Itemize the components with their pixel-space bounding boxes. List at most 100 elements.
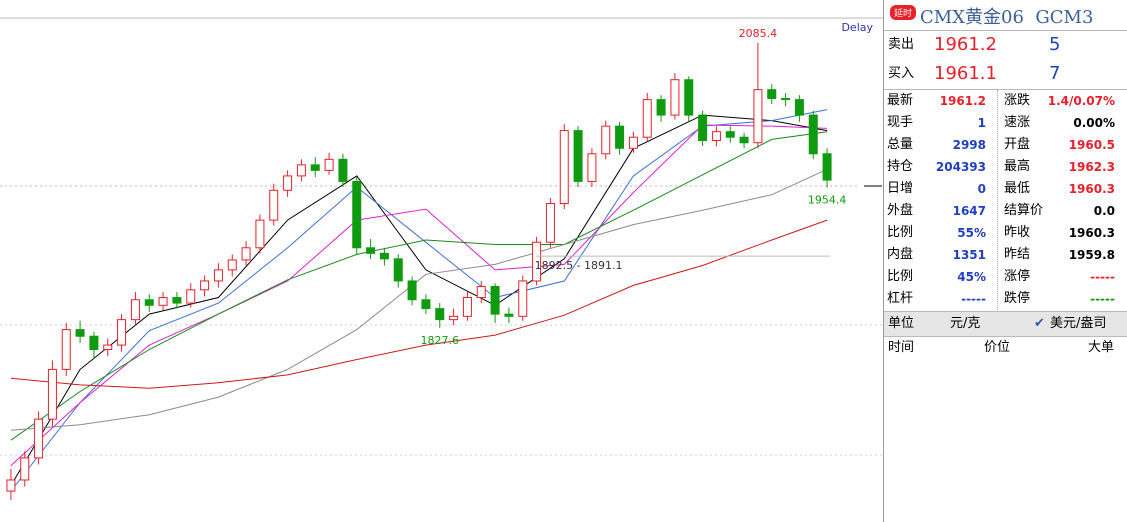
moving-average	[10, 131, 828, 441]
candle-body	[781, 98, 791, 101]
candle-body	[366, 247, 376, 254]
quote-price: 1961.2	[934, 34, 997, 55]
field-label: 结算价	[1004, 203, 1044, 218]
field-value: -----	[1090, 292, 1115, 306]
quote-panel: 延时 CMX黄金06 GCM3 卖出 1961.2 5 买入 1961.1 7 最新 1961…	[883, 0, 1127, 522]
field-value: 1	[977, 116, 986, 130]
candle-body	[670, 79, 680, 116]
field-label: 比例	[887, 225, 914, 240]
field-label: 昨结	[1004, 247, 1031, 262]
candle-body	[628, 136, 638, 149]
field-value: 0.0	[1093, 204, 1115, 218]
candle-body	[213, 269, 223, 282]
candle-body	[449, 315, 459, 321]
candle-body	[435, 308, 445, 321]
candle-body	[75, 329, 85, 337]
field-label: 昨收	[1004, 225, 1031, 240]
candle-body	[241, 247, 251, 261]
field-value: 0.00%	[1073, 116, 1115, 130]
delay-badge: 延时	[890, 5, 917, 20]
field-value: 1647	[952, 204, 986, 218]
unit-check: ✔	[1034, 316, 1045, 331]
field-value: 1.4/0.07%	[1047, 94, 1115, 108]
candle-body	[767, 89, 777, 100]
candle-body	[61, 329, 71, 370]
candle-body	[324, 158, 334, 171]
quote-volume: 5	[1049, 34, 1061, 55]
candle-body	[283, 175, 293, 191]
candle-body	[462, 297, 472, 317]
candle-body	[601, 125, 611, 155]
field-value: 0	[977, 182, 986, 196]
candle-body	[573, 130, 583, 182]
unit-label: 单位	[888, 316, 915, 331]
candle-body	[47, 368, 57, 420]
field-label: 外盘	[887, 203, 914, 218]
candle-body	[227, 259, 237, 271]
field-value: 55%	[957, 226, 986, 240]
field-value: -----	[961, 292, 986, 306]
candle-body	[545, 203, 555, 243]
divider	[997, 90, 998, 310]
field-value: 1962.3	[1068, 160, 1115, 174]
candle-body	[117, 319, 127, 346]
candle-body	[130, 299, 140, 321]
field-label: 比例	[887, 269, 914, 284]
candle-body	[587, 153, 597, 182]
candle-body	[559, 130, 569, 205]
candle-body	[310, 164, 320, 171]
candle-body	[172, 297, 182, 304]
field-value: 1961.2	[939, 94, 986, 108]
field-label: 最高	[1004, 159, 1031, 174]
candle-body	[103, 344, 113, 351]
candle-body	[338, 158, 348, 182]
field-value: 1960.5	[1068, 138, 1115, 152]
field-value: 1351	[952, 248, 986, 262]
candle-body	[656, 99, 666, 116]
quote-label: 买入	[888, 66, 915, 81]
field-label: 速涨	[1004, 115, 1031, 130]
candle-body	[615, 125, 625, 149]
candle-body	[476, 285, 486, 299]
candle-body	[504, 313, 514, 317]
range-label: 1892.5 - 1891.1	[535, 259, 623, 272]
candle-body	[725, 131, 735, 138]
candle-body	[393, 258, 403, 282]
candle-body	[144, 299, 154, 306]
title: CMX黄金06 GCM3	[920, 7, 1094, 28]
candle-body	[808, 114, 818, 155]
field-label: 最低	[1004, 181, 1031, 196]
candle-body	[753, 89, 763, 144]
candle-body	[518, 280, 528, 317]
moving-average	[10, 168, 828, 431]
field-label: 涨停	[1004, 269, 1031, 284]
candle-body	[421, 299, 431, 310]
candle-body	[711, 131, 721, 142]
candle-body	[269, 189, 279, 221]
unit-option: 美元/盎司	[1050, 316, 1107, 331]
candle-body	[34, 418, 44, 459]
field-value: -----	[1090, 270, 1115, 284]
column-header: 大单	[1088, 340, 1115, 355]
candle-body	[200, 280, 210, 291]
candle-body	[186, 289, 196, 304]
candle-body	[352, 180, 362, 249]
moving-average	[10, 219, 828, 389]
field-label: 开盘	[1004, 137, 1031, 152]
candle-body	[684, 79, 694, 116]
extreme-label: 2085.4	[739, 27, 778, 40]
field-label: 总量	[887, 137, 914, 152]
candle-body	[490, 285, 500, 315]
candle-body	[296, 164, 306, 177]
chart: Delay 2085.4 1827.6 1954.4 1892.5 - 1891.1	[0, 17, 883, 500]
status-label: Delay	[841, 21, 873, 34]
quote-volume: 7	[1049, 63, 1061, 84]
candle-body	[407, 280, 417, 301]
field-label: 内盘	[887, 247, 914, 262]
unit-bar	[884, 311, 1127, 337]
field-value: 45%	[957, 270, 986, 284]
candle-body	[20, 457, 30, 481]
candle-body	[532, 241, 542, 282]
candle-body	[89, 335, 99, 351]
